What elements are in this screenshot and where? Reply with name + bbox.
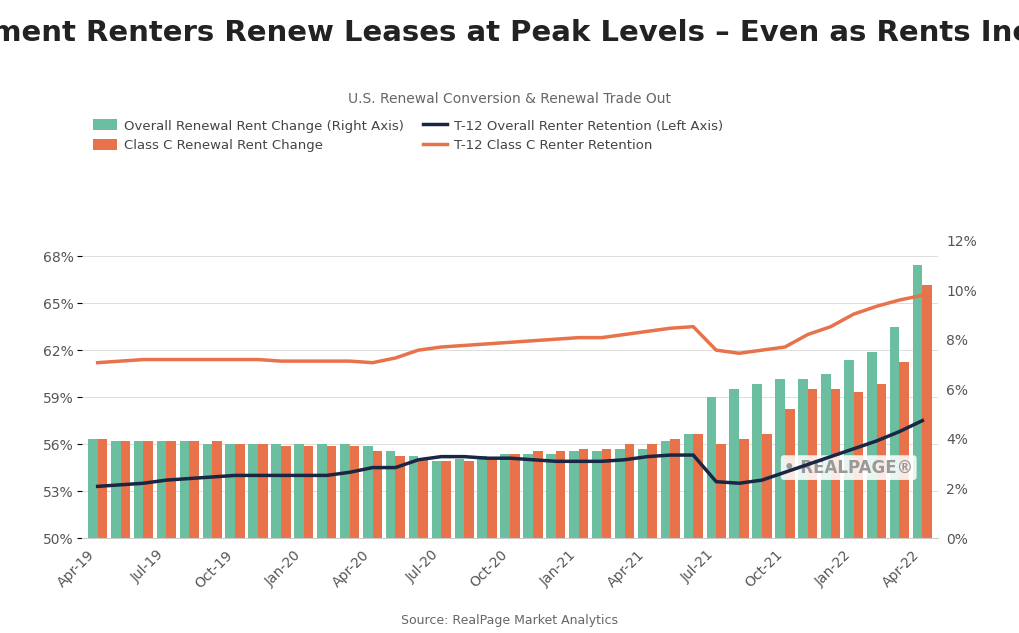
Bar [203, 444, 212, 538]
Bar [591, 451, 601, 538]
Bar [853, 392, 862, 538]
Bar [706, 397, 715, 538]
Bar [545, 454, 555, 538]
Bar [304, 446, 313, 538]
Bar [454, 459, 464, 538]
Bar [487, 459, 496, 538]
Bar [144, 441, 153, 538]
Bar [395, 456, 405, 538]
Bar [601, 449, 610, 538]
Bar [293, 444, 304, 538]
Bar [829, 389, 840, 538]
Text: Source: RealPage Market Analytics: Source: RealPage Market Analytics [401, 613, 618, 627]
Bar [179, 441, 190, 538]
Bar [785, 409, 794, 538]
Bar [157, 441, 166, 538]
Bar [249, 444, 258, 538]
Bar [669, 439, 680, 538]
Text: Apartment Renters Renew Leases at Peak Levels – Even as Rents Increase: Apartment Renters Renew Leases at Peak L… [0, 19, 1019, 47]
Bar [875, 384, 886, 538]
Bar [212, 441, 221, 538]
Bar [441, 461, 450, 538]
Legend: Overall Renewal Rent Change (Right Axis), Class C Renewal Rent Change, T-12 Over: Overall Renewal Rent Change (Right Axis)… [88, 114, 728, 158]
Bar [555, 451, 565, 538]
Bar [280, 446, 290, 538]
Bar [98, 439, 107, 538]
Bar [339, 444, 350, 538]
Bar [761, 434, 770, 538]
Bar [866, 352, 875, 538]
Bar [409, 456, 418, 538]
Bar [523, 454, 532, 538]
Bar [166, 441, 176, 538]
Bar [477, 456, 487, 538]
Bar [225, 444, 234, 538]
Text: U.S. Renewal Conversion & Renewal Trade Out: U.S. Renewal Conversion & Renewal Trade … [348, 92, 671, 106]
Bar [715, 444, 726, 538]
Bar [889, 327, 899, 538]
Bar [190, 441, 199, 538]
Bar [693, 434, 702, 538]
Bar [120, 441, 130, 538]
Bar [614, 449, 624, 538]
Bar [683, 434, 693, 538]
Bar [729, 389, 739, 538]
Bar [258, 444, 267, 538]
Bar [510, 454, 519, 538]
Bar [843, 360, 853, 538]
Bar [912, 265, 921, 538]
Bar [798, 379, 807, 538]
Bar [271, 444, 280, 538]
Bar [111, 441, 120, 538]
Bar [647, 444, 656, 538]
Bar [418, 459, 428, 538]
Bar [752, 384, 761, 538]
Bar [317, 444, 326, 538]
Bar [326, 446, 336, 538]
Bar [569, 451, 578, 538]
Bar [385, 451, 395, 538]
Bar [899, 362, 908, 538]
Text: • REALPAGE®: • REALPAGE® [784, 458, 912, 477]
Bar [500, 454, 510, 538]
Bar [807, 389, 816, 538]
Bar [820, 374, 829, 538]
Bar [133, 441, 144, 538]
Bar [363, 446, 372, 538]
Bar [637, 449, 647, 538]
Bar [532, 451, 542, 538]
Bar [88, 439, 98, 538]
Bar [921, 285, 931, 538]
Bar [234, 444, 245, 538]
Bar [350, 446, 359, 538]
Bar [774, 379, 785, 538]
Bar [578, 449, 588, 538]
Bar [624, 444, 634, 538]
Bar [372, 451, 382, 538]
Bar [464, 461, 474, 538]
Bar [431, 461, 441, 538]
Bar [739, 439, 748, 538]
Bar [660, 441, 669, 538]
